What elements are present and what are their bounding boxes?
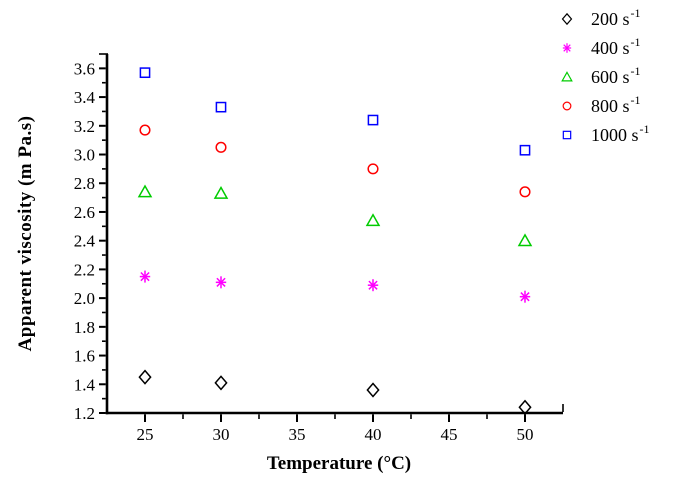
- asterisk-marker-icon: [216, 277, 226, 287]
- x-tick-label: 30: [213, 425, 230, 444]
- diamond-marker-icon: [518, 399, 532, 415]
- point-diamond-30C: [214, 375, 228, 391]
- point-square-25C: [139, 67, 151, 79]
- legend-label-exponent: -1: [631, 6, 641, 20]
- point-square-30C: [215, 101, 227, 113]
- diamond-marker-icon: [366, 382, 380, 398]
- asterisk-marker-icon: [140, 271, 150, 282]
- y-axis-title: Apparent viscosity (m Pa.s): [15, 116, 36, 352]
- asterisk-marker-icon: [520, 292, 530, 302]
- triangle-up-marker-icon: [137, 184, 153, 198]
- legend-label-text: 1000 s: [591, 125, 639, 145]
- y-tick-label: 3.2: [74, 117, 95, 136]
- triangle-up-marker-icon: [365, 213, 381, 227]
- square-marker-icon: [139, 67, 151, 79]
- y-tick-label: 2.0: [74, 289, 95, 308]
- point-circle-50C: [519, 186, 531, 198]
- legend-label-text: 800 s: [591, 96, 630, 116]
- x-tick-label: 40: [365, 425, 382, 444]
- point-triangle-up-40C: [365, 213, 381, 227]
- legend-label: 1000 s-1: [591, 122, 650, 145]
- legend-label-exponent: -1: [631, 93, 641, 107]
- legend-item-200s: 200 s-1: [561, 6, 641, 29]
- x-tick-label: 35: [289, 425, 306, 444]
- legend-label-text: 400 s: [591, 38, 630, 58]
- point-asterisk-40C: [367, 279, 379, 292]
- legend-item-600s: 600 s-1: [561, 64, 641, 87]
- square-marker-icon: [215, 101, 227, 113]
- legend-item-400s: 400 s-1: [562, 35, 641, 58]
- y-tick-label: 3.0: [74, 146, 95, 165]
- x-axis-title: Temperature (°C): [267, 453, 411, 474]
- point-asterisk-30C: [215, 276, 227, 289]
- y-tick-label: 1.2: [74, 404, 95, 423]
- triangle-up-marker-icon: [213, 185, 229, 199]
- legend-label: 600 s-1: [591, 64, 641, 87]
- circle-marker-icon: [519, 186, 531, 198]
- square-marker-icon: [519, 144, 531, 156]
- legend-label: 800 s-1: [591, 93, 641, 116]
- legend-label-exponent: -1: [640, 122, 650, 136]
- point-square-40C: [367, 114, 379, 126]
- point-diamond-50C: [518, 399, 532, 415]
- legend-circle-icon: [562, 101, 572, 111]
- legend-triangle-up-icon: [561, 71, 573, 82]
- point-triangle-up-50C: [517, 233, 533, 247]
- circle-marker-icon: [367, 163, 379, 175]
- legend-asterisk-icon: [562, 43, 572, 53]
- point-diamond-40C: [366, 382, 380, 398]
- point-triangle-up-30C: [213, 185, 229, 199]
- legend-label-text: 600 s: [591, 67, 630, 87]
- y-tick-label: 1.8: [74, 318, 95, 337]
- square-marker-icon: [367, 114, 379, 126]
- legend-item-800s: 800 s-1: [562, 93, 641, 116]
- y-tick-label: 1.4: [74, 375, 96, 394]
- y-tick-label: 2.6: [74, 203, 95, 222]
- point-circle-25C: [139, 124, 151, 136]
- legend-label-exponent: -1: [631, 64, 641, 78]
- legend-label-exponent: -1: [631, 35, 641, 49]
- point-circle-30C: [215, 141, 227, 153]
- x-tick-label: 50: [517, 425, 534, 444]
- asterisk-marker-icon: [368, 280, 378, 290]
- legend-square-icon: [562, 130, 572, 140]
- legend-label: 200 s-1: [591, 6, 641, 29]
- legend-diamond-icon: [561, 12, 573, 26]
- y-tick-label: 1.6: [74, 347, 95, 366]
- diamond-marker-icon: [138, 369, 152, 385]
- x-tick-label: 45: [441, 425, 458, 444]
- point-asterisk-50C: [519, 290, 531, 303]
- circle-marker-icon: [139, 124, 151, 136]
- circle-marker-icon: [562, 101, 572, 111]
- legend-item-1000s: 1000 s-1: [562, 122, 650, 145]
- y-tick-label: 2.4: [74, 232, 96, 251]
- point-circle-40C: [367, 163, 379, 175]
- y-tick-label: 2.8: [74, 174, 95, 193]
- point-asterisk-25C: [139, 270, 151, 283]
- triangle-up-marker-icon: [517, 233, 533, 247]
- point-square-50C: [519, 144, 531, 156]
- square-marker-icon: [562, 130, 572, 140]
- triangle-up-marker-icon: [561, 71, 573, 82]
- y-tick-label: 3.4: [74, 88, 96, 107]
- y-tick-label: 3.6: [74, 59, 95, 78]
- legend-label-text: 200 s: [591, 9, 630, 29]
- legend-label: 400 s-1: [591, 35, 641, 58]
- diamond-marker-icon: [214, 375, 228, 391]
- circle-marker-icon: [215, 141, 227, 153]
- asterisk-marker-icon: [563, 44, 571, 52]
- point-diamond-25C: [138, 369, 152, 385]
- x-tick-label: 25: [137, 425, 154, 444]
- y-tick-label: 2.2: [74, 260, 95, 279]
- diamond-marker-icon: [561, 12, 573, 26]
- point-triangle-up-25C: [137, 184, 153, 198]
